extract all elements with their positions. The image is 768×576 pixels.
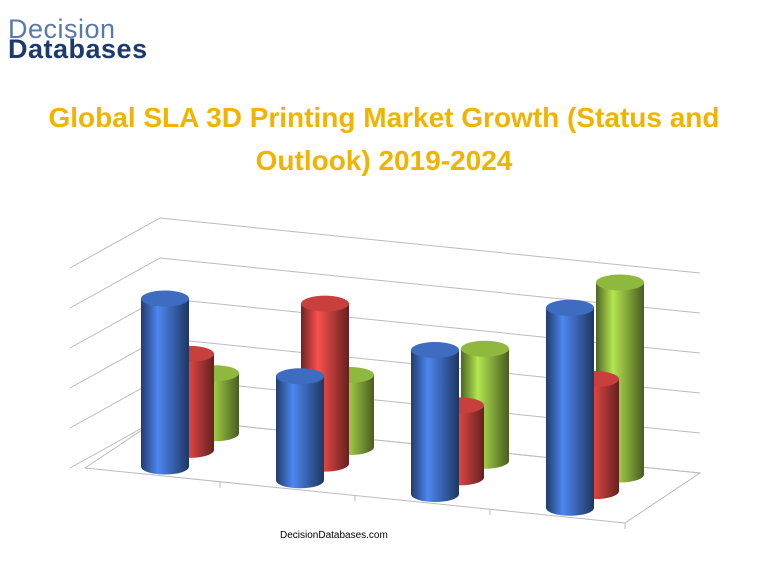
- grid-line: [69, 217, 701, 274]
- grid-line: [69, 257, 701, 314]
- cylinder: [276, 368, 324, 489]
- cylinder: [141, 290, 189, 475]
- logo-line1: Decision: [8, 14, 116, 44]
- cylinder: [546, 299, 594, 516]
- logo-line2: Databases: [8, 34, 148, 64]
- footer: DecisionDatabases.com: [280, 530, 388, 541]
- cylinder: [411, 342, 459, 503]
- chart-title: Global SLA 3D Printing Market Growth (St…: [48, 102, 720, 176]
